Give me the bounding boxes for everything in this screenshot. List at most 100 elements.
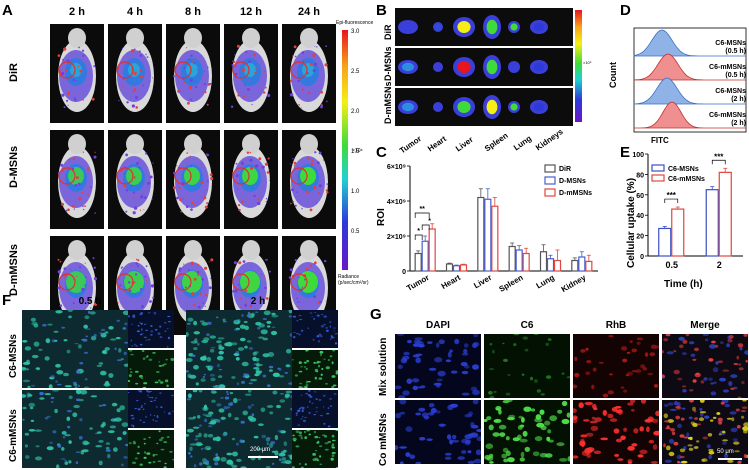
- cell: [323, 395, 326, 397]
- cell: [210, 349, 214, 353]
- cell: [673, 442, 678, 446]
- cell: [167, 316, 170, 317]
- cell: [197, 343, 199, 346]
- cell: [503, 359, 508, 362]
- cell: [711, 391, 717, 395]
- cell: [144, 451, 146, 453]
- cell: [165, 379, 168, 382]
- cell: [25, 433, 29, 436]
- cell: [679, 345, 684, 349]
- cell: [585, 371, 590, 375]
- cell: [150, 325, 152, 327]
- cell: [236, 459, 242, 462]
- cell: [669, 452, 675, 456]
- category-label: 0.5: [665, 260, 678, 270]
- cell: [148, 339, 150, 341]
- cell: [204, 405, 207, 410]
- cell: [47, 446, 54, 450]
- row-label: C6-MSNs: [8, 334, 19, 378]
- cell: [593, 368, 597, 372]
- cell: [269, 366, 273, 369]
- cell: [546, 375, 551, 379]
- cell: [241, 421, 245, 424]
- cell: [645, 352, 648, 357]
- cell: [719, 433, 722, 435]
- cell: [744, 334, 748, 337]
- cell: [692, 423, 698, 427]
- cell: [325, 449, 329, 451]
- bar: [706, 190, 718, 256]
- cell: [110, 338, 116, 340]
- cell: [573, 419, 577, 423]
- cell: [76, 461, 78, 464]
- cell: [128, 315, 130, 317]
- cell: [525, 447, 530, 452]
- cell: [72, 412, 77, 417]
- cell: [328, 426, 331, 428]
- cell: [29, 403, 36, 407]
- cell: [263, 318, 267, 320]
- cell: [144, 324, 146, 325]
- cell: [705, 339, 708, 342]
- cell: [35, 456, 42, 460]
- cell: [137, 452, 140, 454]
- cell: [108, 326, 113, 330]
- cell: [728, 381, 732, 386]
- cell: [325, 383, 328, 385]
- cell: [461, 362, 468, 366]
- cell: [329, 398, 332, 400]
- cell: [653, 431, 659, 436]
- cell: [41, 393, 44, 394]
- legend-label: C6-mMSNs: [668, 176, 705, 183]
- cell: [203, 337, 209, 341]
- cell: [79, 436, 83, 440]
- cell: [490, 396, 495, 398]
- cell: [280, 399, 286, 402]
- cell: [722, 431, 725, 434]
- cell: [746, 360, 748, 363]
- cell: [164, 411, 166, 412]
- cell: [91, 395, 98, 397]
- cell: [574, 357, 577, 361]
- cell: [333, 385, 337, 387]
- cell: [639, 426, 644, 431]
- cell: [25, 444, 28, 447]
- cell: [150, 414, 151, 416]
- cell: [157, 461, 161, 462]
- cell: [446, 359, 451, 362]
- cell: [313, 362, 315, 364]
- cell: [228, 403, 232, 407]
- cell: [207, 466, 212, 469]
- cell: [267, 384, 271, 387]
- cell: [593, 407, 597, 410]
- cell: [132, 462, 136, 465]
- cell: [269, 369, 273, 372]
- cell: [608, 390, 614, 394]
- cell: [148, 397, 151, 398]
- cell: [198, 433, 201, 437]
- cell: [136, 400, 139, 401]
- cell: [587, 447, 595, 452]
- cell: [167, 436, 170, 438]
- cell: [707, 444, 711, 448]
- cell: [730, 388, 734, 390]
- cell: [400, 461, 404, 464]
- cell: [36, 445, 40, 447]
- cell: [662, 350, 664, 353]
- cell: [266, 321, 271, 324]
- row-label: Mix solution: [378, 338, 389, 396]
- cell: [209, 366, 214, 369]
- cell: [610, 418, 617, 422]
- cell: [322, 435, 325, 436]
- microscopy-channel: [662, 400, 748, 464]
- cell: [473, 334, 478, 337]
- cell: [134, 408, 137, 409]
- cell: [204, 433, 208, 437]
- cell: [568, 456, 571, 461]
- cell: [687, 444, 692, 446]
- cell: [188, 417, 195, 420]
- cell: [603, 410, 607, 416]
- cell: [438, 371, 446, 377]
- cell: [38, 349, 42, 351]
- cell: [235, 320, 238, 322]
